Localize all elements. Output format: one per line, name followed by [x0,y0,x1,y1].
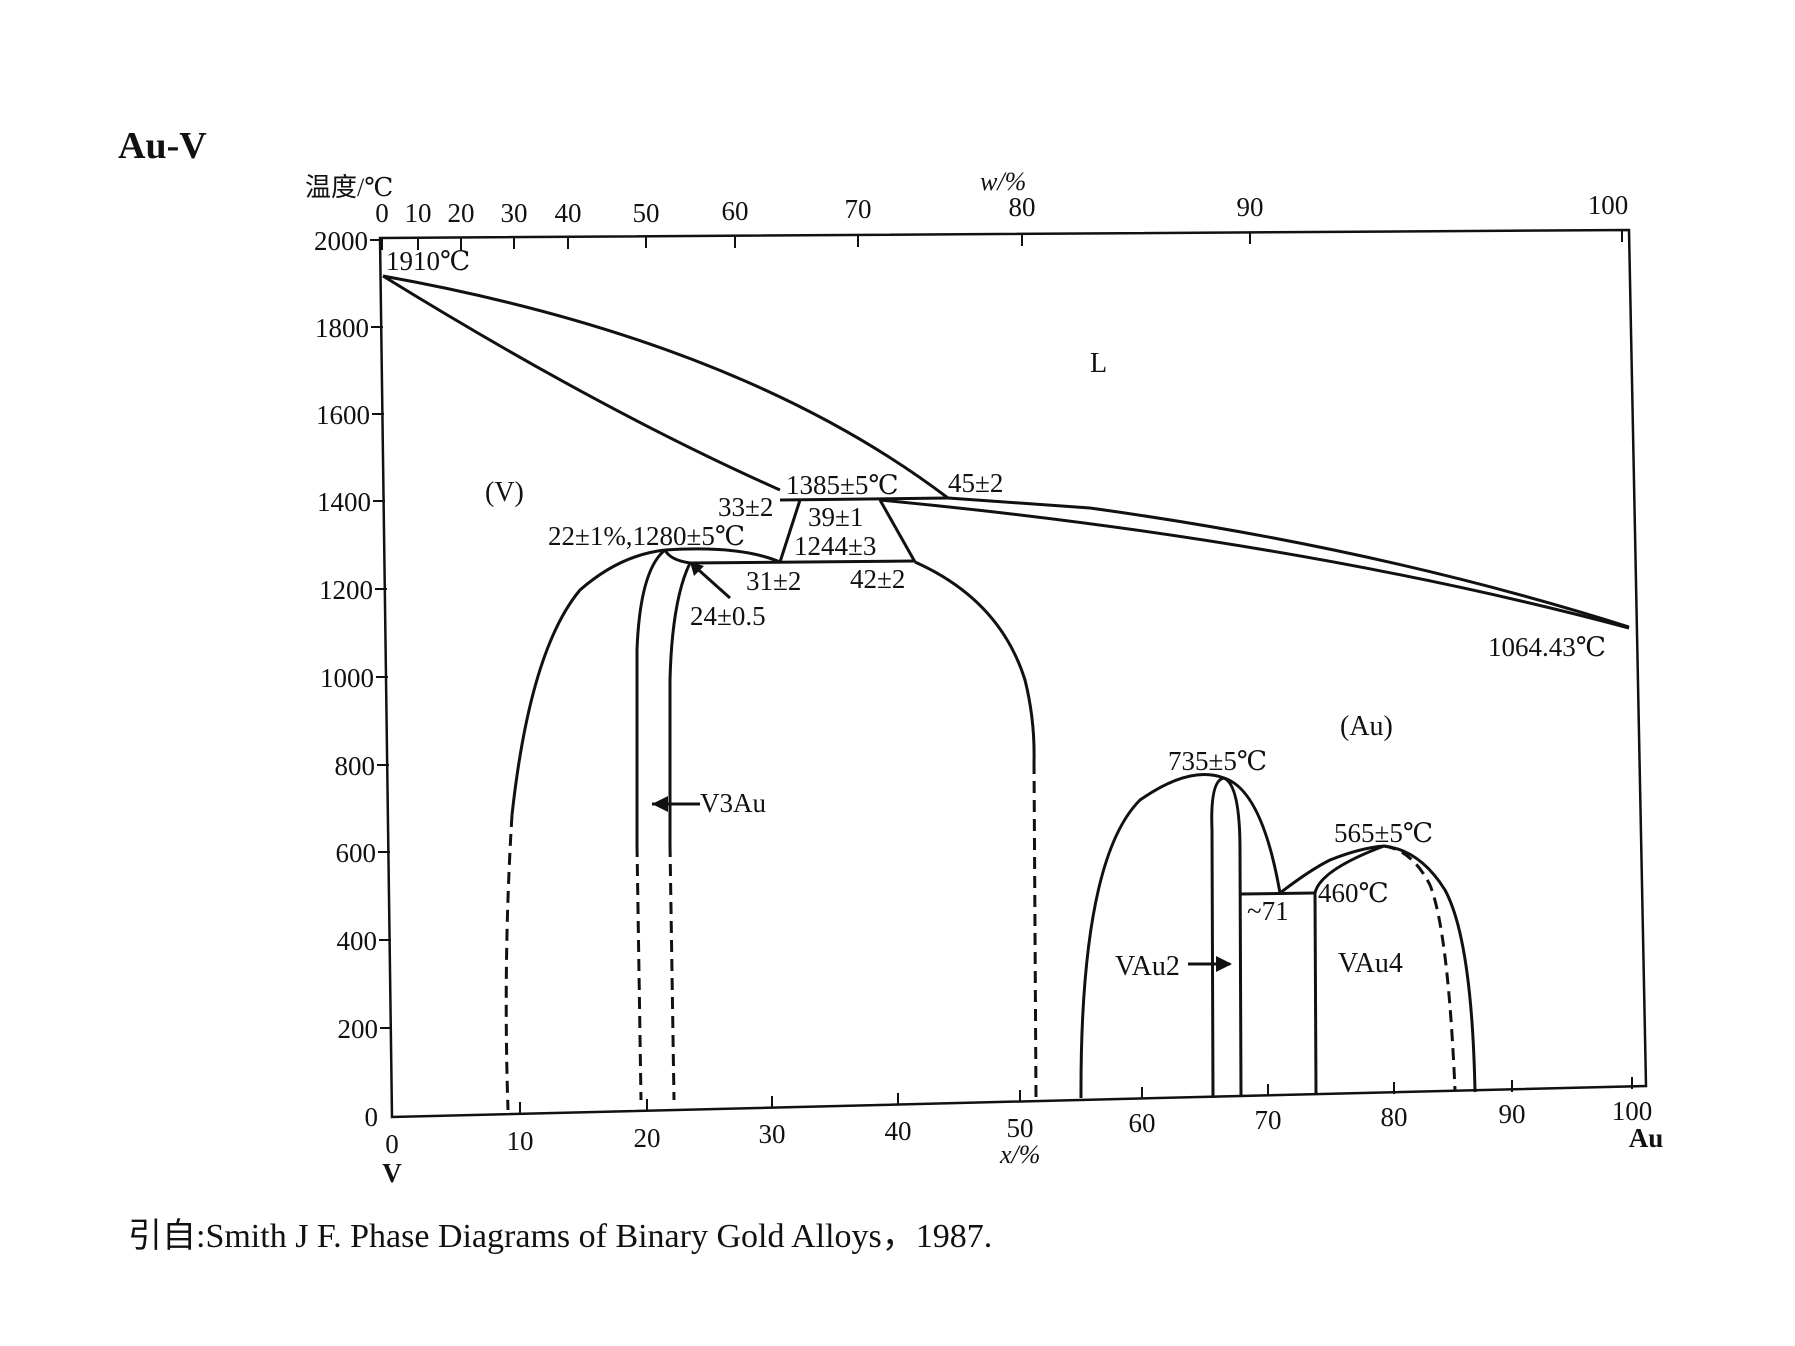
annotation-eutectoid-temp: 1244±3 [794,531,876,561]
bottom-tick-label: 40 [885,1116,912,1146]
y-tick-label: 0 [365,1102,379,1132]
vau4-dome-right [1383,844,1477,1093]
top-tick-label: 70 [845,194,872,224]
y-tick-label: 1400 [317,487,371,517]
bottom-tick-label: 70 [1255,1105,1282,1135]
y-tick-label: 200 [338,1014,379,1044]
vau4-dome-left [1279,844,1385,895]
y-tick-label: 600 [336,838,377,868]
region-au-solid-label: (Au) [1340,711,1393,742]
top-axis-tick-marks [381,230,1623,250]
vau2-phase-right [1223,776,1243,1097]
bottom-tick-label: 90 [1499,1099,1526,1129]
top-tick-label: 60 [722,196,749,226]
vau2-phase-left [1210,776,1225,1099]
bottom-tick-label: 30 [759,1119,786,1149]
bottom-axis-label: x/% [999,1140,1040,1169]
y-axis-label: 温度/℃ [305,173,393,202]
annotation-v3au-max: 22±1%,1280±5℃ [548,521,745,551]
top-axis-ticks: 0 10 20 30 40 50 60 70 80 90 100 [375,190,1628,228]
annotation-vau4-eutectoid: 460℃ [1318,878,1389,908]
region-vau2-label: VAu2 [1115,951,1180,982]
annotation-eutectoid-left: 31±2 [746,566,801,596]
vau4-solvus-dashed [1383,844,1457,1091]
bottom-tick-label: 10 [507,1126,534,1156]
bottom-tick-label: 80 [1381,1102,1408,1132]
bottom-tick-label: 60 [1129,1108,1156,1138]
vau2-arrowhead [1216,956,1232,972]
eutectoid-line [689,559,916,565]
annotation-peritectic-right: 45±2 [948,468,1003,498]
bottom-axis-ticks: 0 10 20 30 40 50 60 70 80 90 100 [385,1096,1652,1159]
vau2-dome-left [1079,773,1225,1099]
annotation-au-melting: 1064.43℃ [1488,632,1606,662]
top-tick-label: 30 [501,198,528,228]
bottom-tick-label: 20 [634,1123,661,1153]
annotation-peritectic: 1385±5℃ [786,470,899,500]
v-solvus-right [914,560,1036,763]
bottom-tick-label: 50 [1007,1113,1034,1143]
y-tick-label: 2000 [314,226,368,256]
top-tick-label: 0 [375,198,389,228]
left-element-label: V [382,1158,402,1188]
region-v-solid-label: (V) [485,477,524,508]
v-solvus-left-dashed [504,814,514,1111]
y-tick-label: 800 [335,751,376,781]
v3au-right-boundary [663,549,692,845]
y-tick-label: 1000 [320,663,374,693]
v3au-arrowhead [652,796,668,812]
v-solvus-left [510,548,666,816]
v3au-comp-arrowhead [690,562,704,576]
v3au-right-dashed [668,844,676,1101]
citation: 引自:Smith J F. Phase Diagrams of Binary G… [128,1218,993,1255]
top-axis-label: w/% [980,167,1026,196]
plot-frame [378,228,1648,1119]
v-solvus-right-dashed [1032,761,1038,1099]
vau2-dome-right [1223,776,1282,894]
annotation-vau2-max: 735±5℃ [1168,746,1267,776]
v3au-left-boundary [635,548,666,845]
annotation-v-melting: 1910℃ [386,246,470,276]
top-tick-label: 100 [1588,190,1629,220]
top-tick-label: 90 [1237,192,1264,222]
annotation-peritectic-mid: 39±1 [808,502,863,532]
v3au-left-dashed [635,844,643,1101]
annotation-peritectic-left: 33±2 [718,492,773,522]
liquidus-v-side [382,274,949,500]
region-vau4-label: VAu4 [1338,948,1403,979]
peritectic-line [779,496,949,502]
peritectic-right-boundary [878,499,917,563]
top-tick-label: 80 [1009,192,1036,222]
annotation-vau4-max: 565±5℃ [1334,818,1433,848]
peritectic-left-boundary [778,499,802,563]
top-tick-label: 10 [405,198,432,228]
bottom-tick-label: 0 [385,1129,399,1159]
top-tick-label: 40 [555,198,582,228]
y-axis-tick-marks [370,239,392,1029]
y-axis-ticks: 2000 1800 1600 1400 1200 1000 800 600 40… [314,226,378,1132]
y-tick-label: 1600 [316,400,370,430]
vau4-dome-top [1313,844,1385,894]
y-tick-label: 1800 [315,313,369,343]
region-liquid-label: L [1090,348,1107,379]
v3au-label: V3Au [700,788,766,818]
v3au-top-to-eutectoid [664,547,781,564]
y-tick-label: 1200 [319,575,373,605]
annotation-v3au-comp: 24±0.5 [690,601,766,631]
top-tick-label: 20 [448,198,475,228]
y-tick-label: 400 [337,926,378,956]
vau4-eutectoid-line [1240,891,1316,896]
diagram-title: Au-V [118,125,207,167]
top-tick-label: 50 [633,198,660,228]
liquidus-au-side [947,496,1630,629]
bottom-axis-tick-marks [391,1077,1633,1117]
solidus-v-side [382,274,781,492]
bottom-tick-label: 100 [1612,1096,1653,1126]
solidus-au-side [879,498,1630,630]
annotation-eutectoid-right: 42±2 [850,564,905,594]
right-element-label: Au [1629,1123,1664,1153]
vau4-phase-left [1313,892,1318,1095]
annotation-vau-comp: ~71 [1247,896,1289,926]
